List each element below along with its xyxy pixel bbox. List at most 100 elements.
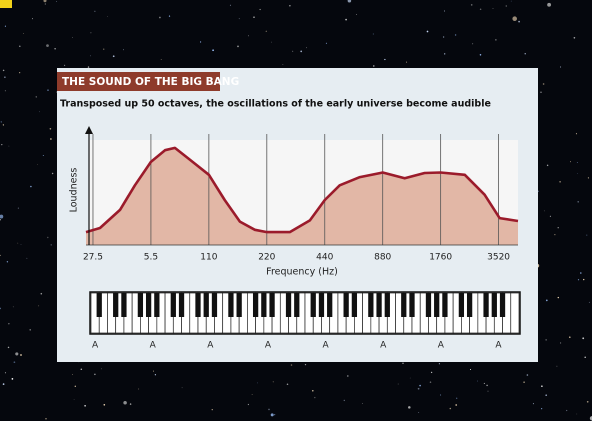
black-key: [492, 293, 497, 317]
black-key: [138, 293, 143, 317]
star: [230, 5, 231, 6]
corner-marker: [0, 0, 12, 8]
star: [19, 72, 20, 73]
star: [362, 403, 363, 404]
star: [540, 92, 541, 93]
black-key: [146, 293, 151, 317]
star: [0, 308, 1, 310]
star: [81, 368, 83, 370]
black-key: [121, 293, 126, 317]
x-tick-label: 5.5: [144, 253, 158, 263]
star: [7, 261, 8, 262]
x-tick-label: 440: [316, 253, 333, 263]
star: [576, 133, 577, 134]
star: [75, 386, 76, 387]
star: [470, 369, 471, 370]
star: [495, 39, 496, 40]
star: [541, 408, 542, 409]
star: [161, 59, 162, 60]
star: [566, 410, 567, 411]
star: [560, 67, 561, 68]
star: [550, 216, 551, 217]
star: [576, 414, 577, 415]
star: [37, 164, 38, 165]
x-tick-label: 3520: [487, 253, 510, 263]
star: [408, 406, 411, 409]
star: [419, 385, 421, 387]
star: [546, 339, 547, 340]
black-key: [97, 293, 102, 317]
star: [51, 244, 52, 245]
star: [406, 62, 407, 63]
black-key: [368, 293, 373, 317]
star: [64, 65, 65, 66]
x-axis-label: Frequency (Hz): [266, 267, 338, 278]
star: [584, 357, 586, 359]
star: [9, 146, 10, 147]
star: [523, 381, 525, 383]
star: [543, 83, 545, 85]
black-key: [344, 293, 349, 317]
star: [586, 235, 587, 236]
star: [38, 306, 39, 307]
star: [123, 49, 124, 50]
star: [427, 31, 429, 33]
black-key: [294, 293, 299, 317]
black-key: [434, 293, 439, 317]
star: [29, 329, 30, 330]
star: [45, 418, 46, 419]
black-key: [426, 293, 431, 317]
star: [455, 34, 456, 35]
star: [580, 272, 582, 274]
star: [21, 244, 22, 245]
key-label: A: [207, 341, 214, 351]
black-key: [409, 293, 414, 317]
star: [159, 17, 161, 19]
star: [312, 390, 314, 392]
black-key: [385, 293, 390, 317]
star: [373, 65, 374, 66]
star: [444, 53, 445, 54]
star: [0, 219, 1, 220]
star: [373, 34, 374, 35]
star: [169, 15, 170, 16]
star: [36, 96, 37, 97]
x-tick-label: 110: [200, 253, 217, 263]
star: [15, 352, 18, 355]
star: [253, 16, 255, 18]
black-key: [253, 293, 258, 317]
star: [248, 404, 249, 405]
star: [326, 43, 327, 44]
star: [153, 371, 154, 372]
star: [101, 368, 102, 369]
black-key: [467, 293, 472, 317]
star: [12, 378, 14, 380]
x-tick-label: 220: [258, 253, 275, 263]
star: [27, 258, 28, 259]
black-key: [376, 293, 381, 317]
chart-subtitle: Transposed up 50 octaves, the oscillatio…: [60, 99, 491, 110]
star: [345, 19, 347, 21]
star: [248, 35, 249, 36]
star: [418, 388, 420, 390]
star: [30, 186, 32, 188]
star: [283, 64, 284, 65]
star: [582, 337, 584, 339]
star: [348, 0, 352, 3]
star: [94, 374, 95, 375]
star: [291, 364, 293, 366]
black-key: [113, 293, 118, 317]
star: [418, 412, 419, 413]
black-key: [261, 293, 266, 317]
x-tick-label: 880: [374, 253, 391, 263]
black-key: [237, 293, 242, 317]
star: [138, 389, 139, 390]
star: [90, 32, 91, 33]
star: [1, 144, 2, 145]
star: [486, 385, 488, 387]
key-label: A: [380, 341, 387, 351]
black-key: [228, 293, 233, 317]
star: [103, 48, 104, 49]
black-key: [195, 293, 200, 317]
star: [39, 111, 40, 112]
